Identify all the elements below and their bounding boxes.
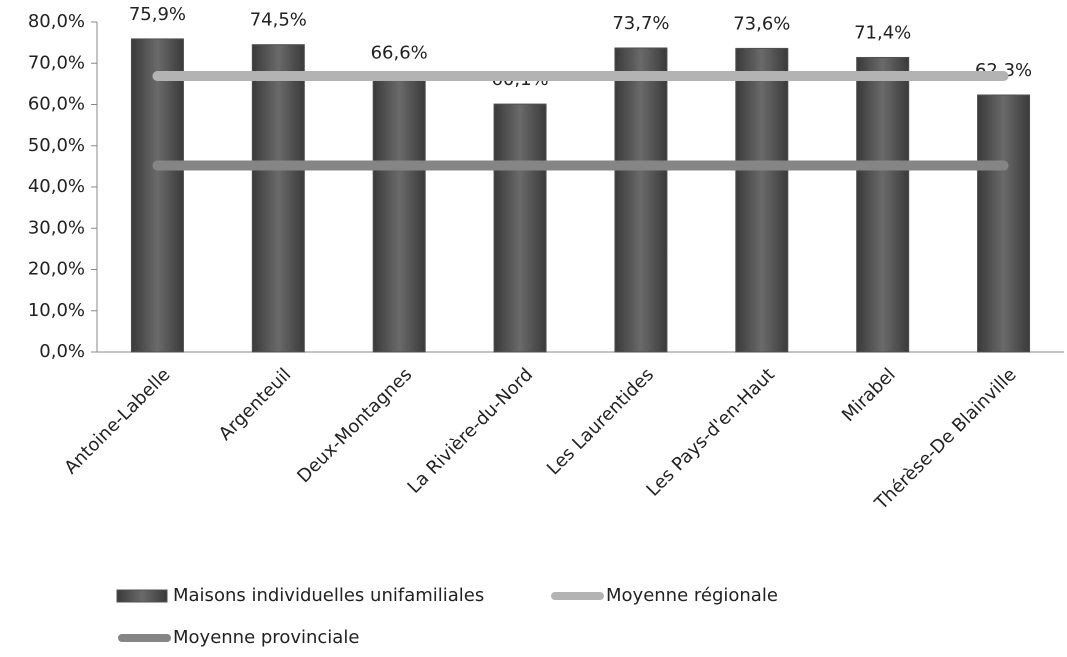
legend-swatch — [116, 589, 168, 603]
x-tick-label: Les Pays-d'en-Haut — [643, 364, 779, 500]
bar — [856, 56, 910, 353]
data-label: 74,5% — [250, 10, 307, 31]
data-label: 66,6% — [371, 42, 428, 63]
legend-label: Moyenne régionale — [606, 585, 778, 606]
bar — [493, 103, 547, 353]
bar — [977, 94, 1031, 353]
x-tick-label: Mirabel — [838, 364, 900, 426]
y-tick-label: 40,0% — [28, 176, 85, 197]
y-tick-label: 20,0% — [28, 259, 85, 280]
legend-label: Moyenne provinciale — [173, 627, 359, 648]
x-tick-label: Les Laurentides — [543, 364, 658, 479]
y-tick-label: 50,0% — [28, 135, 85, 156]
data-label: 71,4% — [854, 22, 911, 43]
y-tick-label: 30,0% — [28, 217, 85, 238]
x-tick-label: Argenteuil — [215, 364, 296, 445]
x-tick-label: Thérèse-De Blainville — [870, 364, 1020, 514]
y-tick-label: 60,0% — [28, 94, 85, 115]
legend-label: Maisons individuelles unifamiliales — [173, 585, 484, 606]
data-label: 73,7% — [612, 13, 669, 34]
y-tick-label: 80,0% — [28, 11, 85, 32]
bar — [735, 47, 789, 353]
y-tick-label: 0,0% — [39, 341, 85, 362]
x-tick-label: La Rivière-du-Nord — [404, 364, 538, 498]
y-tick-label: 10,0% — [28, 300, 85, 321]
y-tick-label: 70,0% — [28, 52, 85, 73]
data-label: 75,9% — [129, 4, 186, 25]
bar — [614, 47, 668, 353]
bar — [130, 38, 184, 353]
bar — [251, 44, 305, 353]
bar — [372, 76, 426, 353]
x-tick-label: Antoine-Labelle — [60, 364, 174, 478]
x-tick-label: Deux-Montagnes — [293, 364, 416, 487]
data-label: 73,6% — [733, 13, 790, 34]
